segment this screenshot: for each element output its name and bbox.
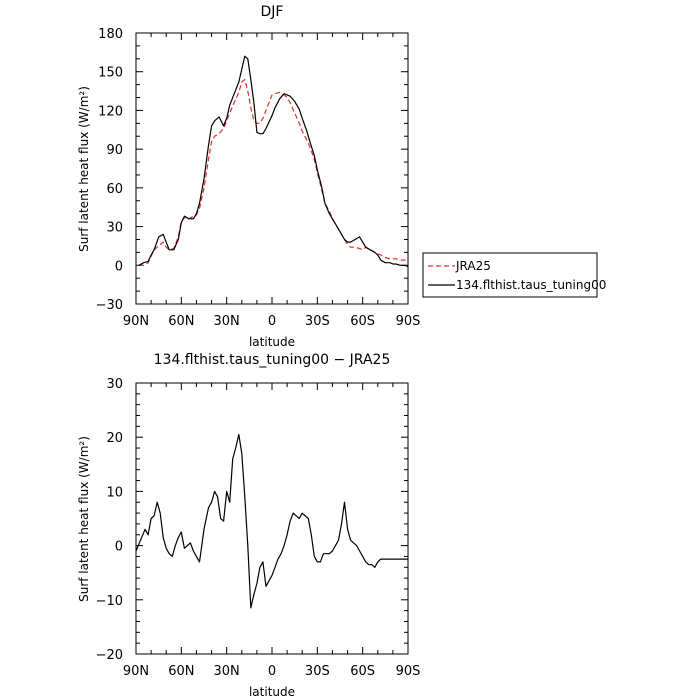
legend-box (422, 252, 598, 298)
x-tick-label: 30S (305, 664, 330, 679)
y-tick-label: 180 (98, 27, 123, 42)
x-tick-label: 90N (123, 664, 149, 679)
bottom-ticks: 90N 60N 30N 0 30S 60S 90S −20 −10 0 10 20 30 (96, 377, 421, 679)
y-tick-label: 120 (98, 104, 123, 119)
y-tick-label: 10 (106, 485, 123, 500)
x-tick-label: 30S (305, 314, 330, 329)
y-tick-label: 0 (115, 540, 123, 555)
top-title: DJF (261, 4, 284, 20)
top-panel: DJF 90N 60N 30N 0 30S 60S 90S −30 0 30 60 90 120 150 1… (77, 4, 420, 349)
y-tick-label: −30 (96, 298, 123, 313)
y-tick-label: 150 (98, 66, 123, 81)
x-tick-label: 90S (396, 314, 421, 329)
y-tick-label: 90 (106, 143, 123, 158)
y-tick-label: −10 (96, 594, 123, 609)
x-tick-label: 30N (214, 314, 240, 329)
legend-label-model: 134.flthist.taus_tuning00 (456, 278, 606, 292)
top-series-jra25 (139, 78, 409, 266)
bottom-plot-frame (135, 382, 409, 655)
top-series-134-flthist-taus-tuning00 (138, 55, 409, 268)
legend-label-jra25: JRA25 (455, 259, 491, 273)
x-tick-label: 90S (396, 664, 421, 679)
bottom-panel: 134.flthist.taus_tuning00 − JRA25 90N 60N… (77, 352, 420, 699)
x-tick-label: 60N (168, 664, 194, 679)
bottom-series-line-0 (135, 433, 408, 609)
bottom-series (135, 433, 408, 609)
bottom-x-axis-label: latitude (249, 685, 295, 699)
y-tick-label: −20 (96, 648, 123, 663)
y-tick-label: 60 (106, 182, 123, 197)
top-y-axis-label: Surf latent heat flux (W/m²) (77, 86, 91, 252)
x-tick-label: 60S (350, 314, 375, 329)
top-x-axis-label: latitude (249, 335, 295, 349)
x-tick-label: 0 (268, 664, 276, 679)
bottom-y-axis-label: Surf latent heat flux (W/m²) (77, 436, 91, 602)
y-tick-label: 30 (106, 377, 123, 392)
x-tick-label: 60S (350, 664, 375, 679)
top-series (138, 55, 409, 268)
legend: JRA25 134.flthist.taus_tuning00 (422, 252, 606, 298)
top-plot-frame (135, 32, 409, 305)
y-tick-label: 0 (115, 259, 123, 274)
x-tick-label: 60N (168, 314, 194, 329)
top-ticks: 90N 60N 30N 0 30S 60S 90S −30 0 30 60 90 120 150 180 (96, 27, 421, 329)
x-tick-label: 30N (214, 664, 240, 679)
bottom-title: 134.flthist.taus_tuning00 − JRA25 (154, 352, 391, 368)
x-tick-label: 90N (123, 314, 149, 329)
x-tick-label: 0 (268, 314, 276, 329)
y-tick-label: 20 (106, 431, 123, 446)
y-tick-label: 30 (106, 221, 123, 236)
